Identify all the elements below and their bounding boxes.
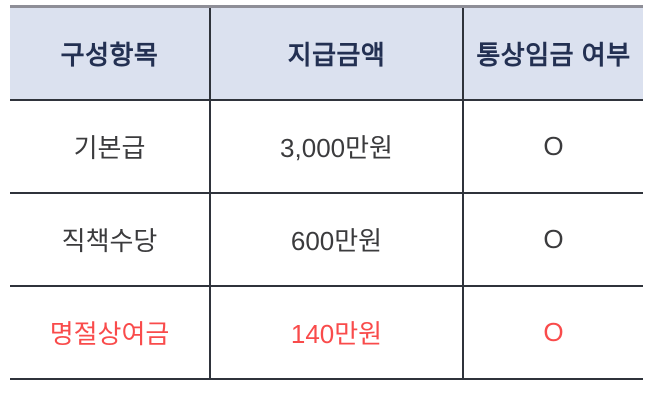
component-cell: 명절상여금	[10, 284, 210, 379]
amount-cell: 140만원	[209, 284, 463, 379]
amount-cell: 3,000만원	[209, 99, 463, 193]
column-header-amount: 지급금액	[209, 6, 463, 101]
table-row-holiday-bonus: 명절상여금 140만원 O	[10, 284, 643, 379]
ordinary-wage-cell: O	[462, 191, 643, 286]
table-header-row: 구성항목 지급금액 통상임금 여부	[10, 6, 643, 101]
column-header-component: 구성항목	[10, 6, 210, 101]
component-cell: 직책수당	[10, 191, 210, 286]
column-header-ordinary-wage: 통상임금 여부	[462, 6, 643, 101]
component-cell: 기본급	[10, 99, 210, 193]
amount-cell: 600만원	[209, 191, 463, 286]
table-row-base-salary: 기본급 3,000만원 O	[10, 99, 643, 193]
table-row-position-allowance: 직책수당 600만원 O	[10, 191, 643, 286]
wage-components-table: 구성항목 지급금액 통상임금 여부 기본급 3,000만원 O 직책수당 600…	[10, 5, 643, 380]
ordinary-wage-cell: O	[462, 284, 643, 379]
ordinary-wage-cell: O	[462, 99, 643, 193]
